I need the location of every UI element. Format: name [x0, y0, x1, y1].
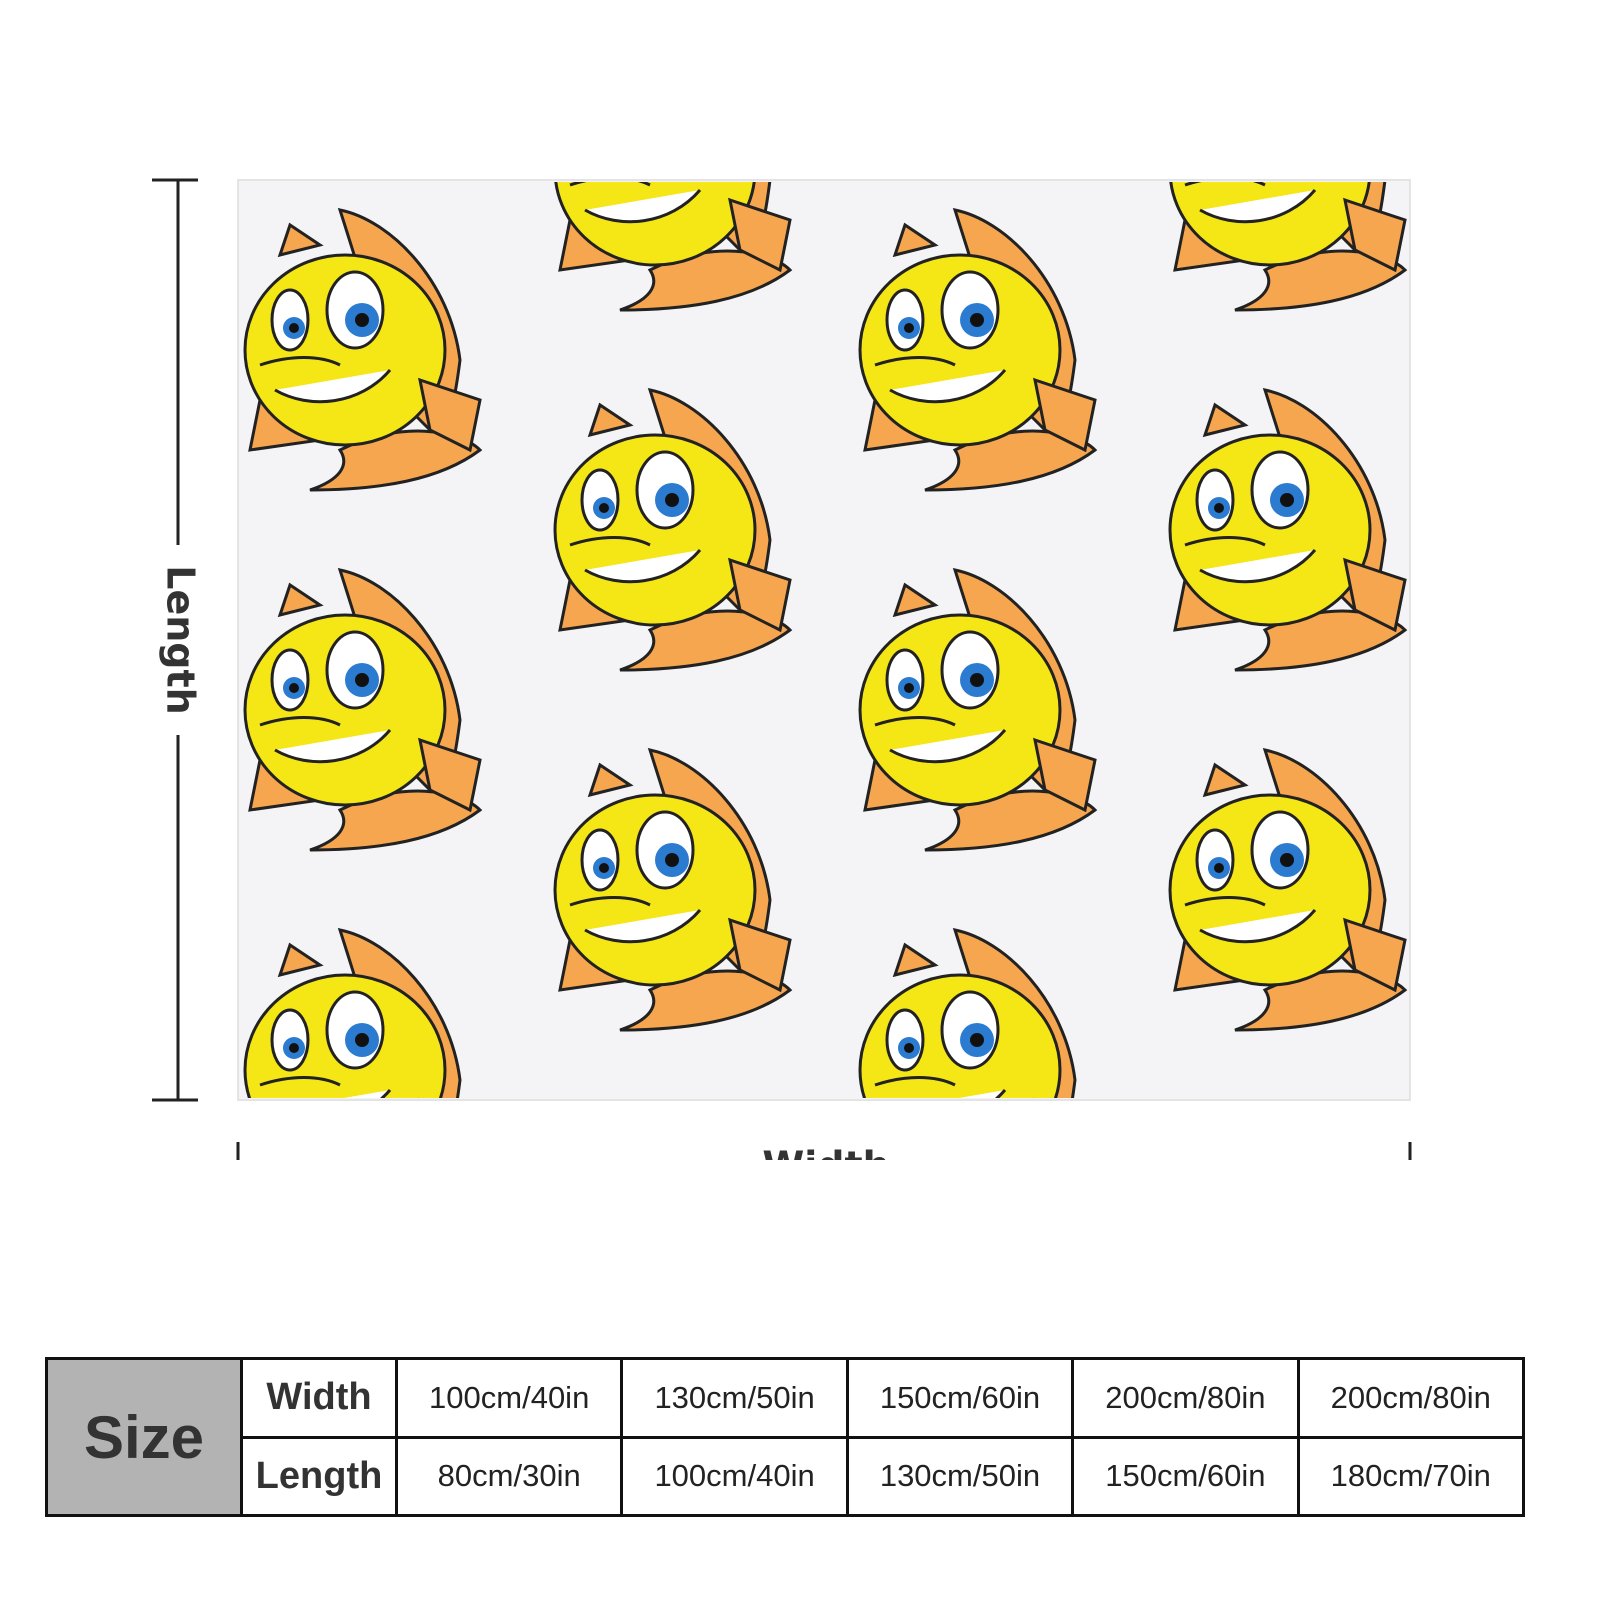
- size-table: Size Width 100cm/40in 130cm/50in 150cm/6…: [45, 1357, 1526, 1517]
- cell: 200cm/80in: [1296, 1357, 1526, 1439]
- cell: 130cm/50in: [620, 1357, 849, 1439]
- cell: 130cm/50in: [845, 1435, 1075, 1517]
- row-header: Length: [240, 1435, 398, 1517]
- table-row: Size Width 100cm/40in 130cm/50in 150cm/6…: [45, 1357, 1526, 1517]
- cell: 150cm/60in: [845, 1357, 1075, 1439]
- cell: 80cm/30in: [394, 1435, 624, 1517]
- table-row: Length 80cm/30in 100cm/40in 130cm/50in 1…: [47, 1435, 1526, 1517]
- blanket-diagram: Length Width: [152, 178, 1412, 1161]
- cell: 180cm/70in: [1296, 1435, 1526, 1517]
- cell: 100cm/40in: [620, 1435, 849, 1517]
- cell: 100cm/40in: [394, 1357, 624, 1439]
- cell: 150cm/60in: [1071, 1435, 1300, 1517]
- cell: 200cm/80in: [1071, 1357, 1300, 1439]
- width-label: Width: [762, 1144, 889, 1161]
- length-label: Length: [159, 565, 203, 714]
- row-header: Width: [240, 1357, 398, 1439]
- size-label: Size: [45, 1357, 243, 1517]
